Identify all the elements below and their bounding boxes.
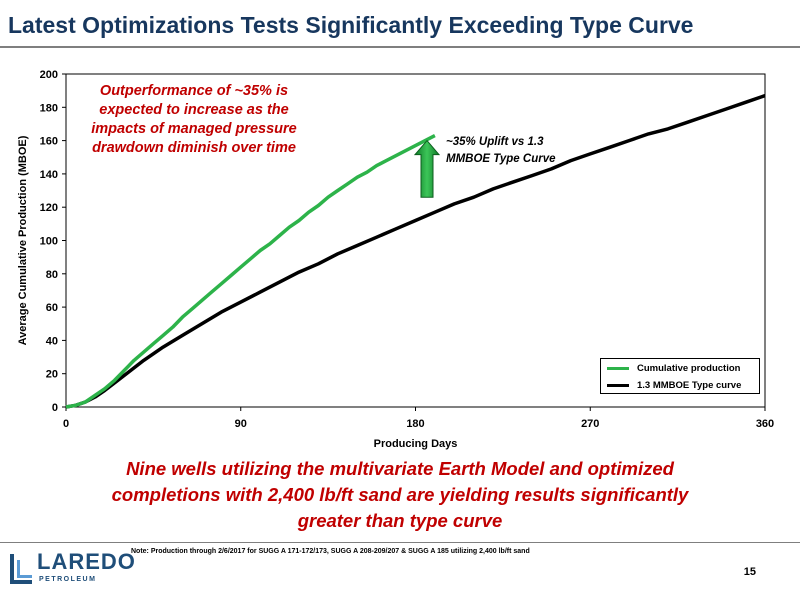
page-number: 15 (743, 566, 756, 578)
cumulative-production-chart: 0 20 40 60 80 100 120 140 160 180 200 0 90 180 270 360 P… (17, 69, 774, 450)
y-tick-label: 120 (40, 202, 58, 214)
y-tick-label: 20 (46, 369, 58, 381)
logo-subtitle: PETROLEUM (39, 576, 97, 583)
y-tick-label: 180 (40, 102, 58, 114)
y-tick-label: 0 (52, 402, 58, 414)
footer-divider (0, 542, 800, 543)
y-tick-label: 100 (40, 236, 58, 248)
key-message: Nine wells utilizing the multivariate Ea… (111, 458, 689, 531)
slide-title: Latest Optimizations Tests Significantly… (8, 12, 694, 38)
y-tick-label: 200 (40, 69, 58, 81)
outperformance-callout: Outperformance of ~35% is expected to in… (91, 83, 297, 156)
x-tick-label: 0 (63, 418, 69, 430)
logo-name: LAREDO (37, 549, 136, 574)
footnote: Note: Production through 2/6/2017 for SU… (131, 548, 530, 555)
uplift-arrow-icon (413, 139, 441, 198)
legend-label-cumulative: Cumulative production (637, 363, 741, 374)
legend-entry-cumulative: Cumulative production (601, 361, 759, 376)
legend-swatch-cumulative (607, 367, 629, 370)
x-tick-label: 180 (406, 418, 424, 430)
chart-axes: 0 20 40 60 80 100 120 140 160 180 200 0 90 180 270 360 P… (17, 69, 774, 450)
y-tick-label: 80 (46, 269, 58, 281)
legend-entry-type-curve: 1.3 MMBOE Type curve (601, 378, 759, 393)
y-tick-label: 40 (46, 335, 58, 347)
plot-area (65, 73, 766, 408)
series-layer (65, 93, 766, 409)
y-tick-label: 160 (40, 136, 58, 148)
title-divider (0, 46, 800, 48)
x-tick-label: 90 (235, 418, 247, 430)
x-tick-label: 360 (756, 418, 774, 430)
y-axis-label: Average Cumulative Production (MBOE) (17, 135, 29, 345)
legend-label-type-curve: 1.3 MMBOE Type curve (637, 380, 742, 391)
plot-frame (65, 73, 766, 408)
chart-legend: Cumulative production 1.3 MMBOE Type cur… (600, 358, 760, 394)
x-tick-label: 270 (581, 418, 599, 430)
x-axis-label: Producing Days (374, 438, 458, 450)
uplift-callout: ~35% Uplift vs 1.3 MMBOE Type Curve (446, 136, 556, 165)
uplift-arrow-shape (413, 139, 441, 198)
y-tick-label: 60 (46, 302, 58, 314)
series-line-type-curve (65, 93, 766, 409)
logo-mark-icon (10, 554, 32, 584)
company-logo: LAREDO PETROLEUM (8, 548, 148, 592)
series-line-cumulative-production (65, 134, 436, 409)
legend-swatch-type-curve (607, 384, 629, 387)
y-tick-label: 140 (40, 169, 58, 181)
